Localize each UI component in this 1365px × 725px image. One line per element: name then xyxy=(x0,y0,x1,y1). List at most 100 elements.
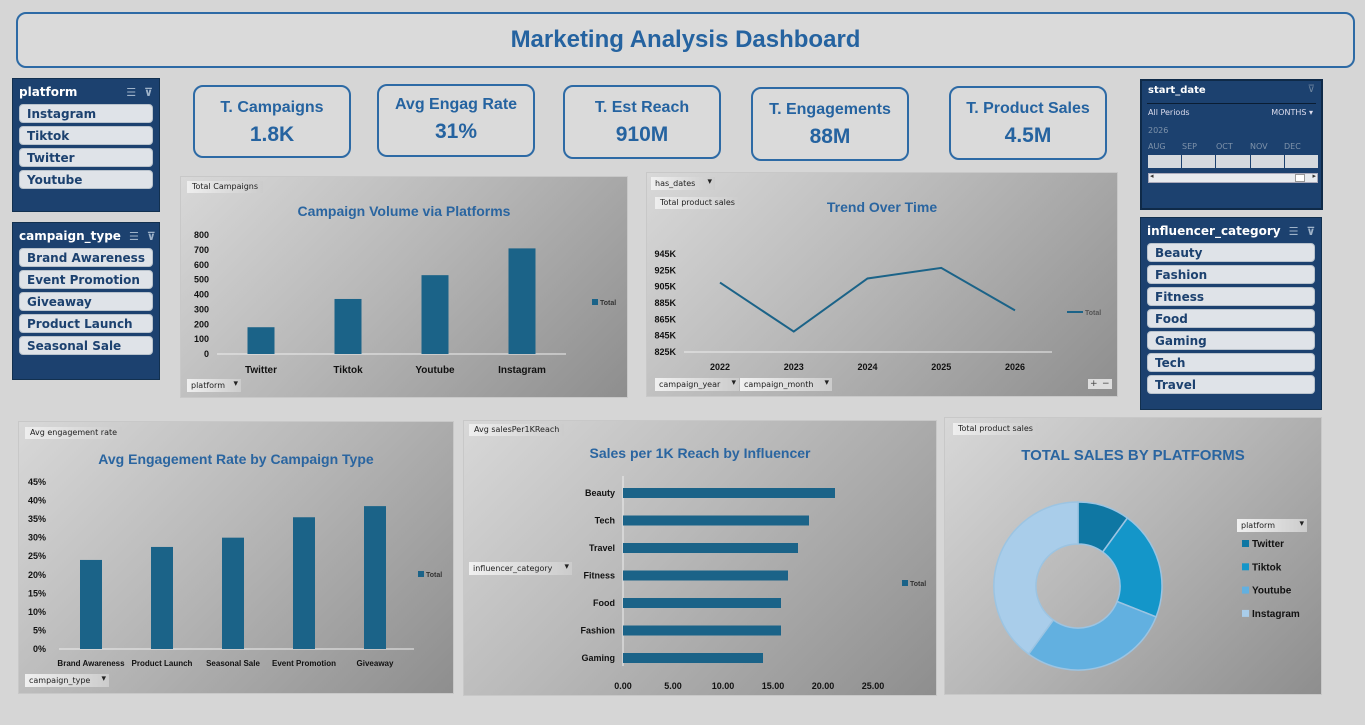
chart-title: Trend Over Time xyxy=(826,199,938,215)
multi-select-icon[interactable]: ☰ xyxy=(128,230,139,243)
x-tick-label: 15.00 xyxy=(762,681,785,691)
timeline-unit-dropdown[interactable]: MONTHS ▾ xyxy=(1271,108,1313,117)
slicer-item-beauty[interactable]: Beauty xyxy=(1147,243,1315,262)
bar-youtube xyxy=(421,275,449,354)
bar-tiktok xyxy=(334,298,362,354)
y-tick-label: 500 xyxy=(194,275,209,285)
y-tick-label: 35% xyxy=(28,514,46,524)
value-field-button[interactable]: Avg engagement rate xyxy=(25,427,123,439)
trend-over-time-chart[interactable]: 825K 845K 865K 885K 905K 925K 945K 2022 2023 2024… xyxy=(646,172,1118,397)
value-field-button[interactable]: Total Campaigns xyxy=(187,181,264,193)
platform-field-dropdown[interactable]: platform xyxy=(187,379,241,392)
x-tick-label: Brand Awareness xyxy=(57,659,125,668)
legend-label: Total xyxy=(426,572,442,579)
y-tick-label: 200 xyxy=(194,319,209,329)
y-tick-label: 0 xyxy=(204,349,209,359)
collapse-button[interactable]: − xyxy=(1100,379,1112,389)
slicer-item-food[interactable]: Food xyxy=(1147,309,1315,328)
clear-filter-icon[interactable]: ⊽ xyxy=(1307,84,1315,95)
chart-title: Avg Engagement Rate by Campaign Type xyxy=(98,451,374,467)
x-tick-label: Giveaway xyxy=(357,659,394,668)
y-tick-label: 10% xyxy=(28,607,46,617)
slicer-item-brand-awareness[interactable]: Brand Awareness xyxy=(19,248,153,267)
sales-per-reach-chart[interactable]: Beauty Tech Travel Fitness Food Fashion Gaming… xyxy=(463,420,937,696)
clear-filter-icon[interactable]: ⊽ xyxy=(1306,225,1316,238)
y-tick-label: 400 xyxy=(194,290,209,300)
campaign-type-field-dropdown[interactable]: campaign_type xyxy=(25,674,109,687)
x-tick-label: 2023 xyxy=(784,362,804,372)
clear-filter-icon[interactable]: ⊽ xyxy=(146,230,156,243)
y-tick-label: 5% xyxy=(33,625,46,635)
timeline-scrollbar[interactable]: ◂ ▸ xyxy=(1148,172,1318,183)
x-tick-label: Event Promotion xyxy=(272,659,336,668)
x-tick-label: Twitter xyxy=(245,365,277,376)
kpi-card-product-sales: T. Product Sales 4.5M xyxy=(949,86,1107,160)
bar-fashion xyxy=(623,625,781,636)
clear-filter-icon[interactable]: ⊽ xyxy=(144,86,153,99)
value-field-button[interactable]: Total product sales xyxy=(655,197,740,209)
y-tick-label: 40% xyxy=(28,496,46,506)
kpi-card-campaigns: T. Campaigns 1.8K xyxy=(193,85,351,158)
y-tick-label: Beauty xyxy=(585,488,615,498)
bar-travel xyxy=(623,543,798,553)
campaign-year-field-dropdown[interactable]: campaign_year xyxy=(655,378,739,391)
slicer-item-fashion[interactable]: Fashion xyxy=(1147,265,1315,284)
y-tick-label: 845K xyxy=(654,331,676,341)
chart-title: Sales per 1K Reach by Influencer xyxy=(589,445,811,461)
timeline-month: DEC xyxy=(1284,142,1301,151)
y-tick-label: 15% xyxy=(28,588,46,598)
x-tick-label: 25.00 xyxy=(862,681,885,691)
legend-label: Total xyxy=(1085,310,1101,317)
multi-select-icon[interactable]: ☰ xyxy=(1288,225,1299,238)
kpi-value: 88M xyxy=(809,125,851,148)
engagement-rate-plot: 0% 5% 10% 15% 20% 25% 30% 35% 40% 45% Brand Awaren… xyxy=(28,477,442,668)
timeline-month-bar[interactable] xyxy=(1148,155,1319,168)
slicer-item-fitness[interactable]: Fitness xyxy=(1147,287,1315,306)
value-field-button[interactable]: Total product sales xyxy=(953,423,1038,435)
slicer-item-giveaway[interactable]: Giveaway xyxy=(19,292,153,311)
slicer-title: platform xyxy=(19,85,78,99)
influencer-category-field-dropdown[interactable]: influencer_category xyxy=(469,562,572,575)
bar-event-promotion xyxy=(293,517,315,649)
slicer-item-tiktok[interactable]: Tiktok xyxy=(19,126,153,145)
legend-swatch xyxy=(902,580,908,586)
legend-label: Youtube xyxy=(1252,586,1292,597)
slicer-item-instagram[interactable]: Instagram xyxy=(19,104,153,123)
sales-donut-plot: Twitter Tiktok Youtube Instagram xyxy=(993,501,1300,671)
slicer-item-tech[interactable]: Tech xyxy=(1147,353,1315,372)
kpi-card-engagement-rate: Avg Engag Rate 31% xyxy=(377,84,535,157)
timeline-title: start_date xyxy=(1148,85,1206,96)
legend-label: Twitter xyxy=(1252,539,1284,550)
slicer-item-travel[interactable]: Travel xyxy=(1147,375,1315,394)
y-tick-label: Gaming xyxy=(581,653,615,663)
legend-swatch xyxy=(1242,609,1249,617)
legend-swatch xyxy=(1242,563,1249,571)
timeline-month: NOV xyxy=(1250,142,1268,151)
slicer-item-event-promotion[interactable]: Event Promotion xyxy=(19,270,153,289)
x-tick-label: 2025 xyxy=(931,362,951,372)
platform-field-dropdown[interactable]: platform xyxy=(1237,519,1307,532)
campaign-type-slicer: campaign_type ☰ ⊽ Brand Awareness Event Pr… xyxy=(12,222,160,380)
y-tick-label: 800 xyxy=(194,230,209,240)
bar-brand-awareness xyxy=(80,559,102,649)
legend-label: Instagram xyxy=(1252,609,1300,620)
y-tick-label: 925K xyxy=(654,265,676,275)
campaign-volume-chart[interactable]: 0 100 200 300 400 500 600 700 800 Twitter Tiktok Yo… xyxy=(180,176,628,398)
slicer-item-youtube[interactable]: Youtube xyxy=(19,170,153,189)
slicer-item-gaming[interactable]: Gaming xyxy=(1147,331,1315,350)
campaign-month-field-dropdown[interactable]: campaign_month xyxy=(740,378,832,391)
value-field-button[interactable]: Avg salesPer1KReach xyxy=(469,424,565,436)
kpi-label: T. Product Sales xyxy=(966,100,1090,117)
has-dates-filter-dropdown[interactable]: has_dates xyxy=(651,177,715,190)
timeline-period: All Periods xyxy=(1148,108,1190,117)
engagement-rate-chart[interactable]: 0% 5% 10% 15% 20% 25% 30% 35% 40% 45% Brand Awaren… xyxy=(18,421,454,694)
slicer-item-twitter[interactable]: Twitter xyxy=(19,148,153,167)
expand-button[interactable]: + xyxy=(1088,379,1100,389)
slicer-item-seasonal-sale[interactable]: Seasonal Sale xyxy=(19,336,153,355)
slicer-item-product-launch[interactable]: Product Launch xyxy=(19,314,153,333)
bar-product-launch xyxy=(151,546,173,649)
y-tick-label: 825K xyxy=(654,347,676,357)
multi-select-icon[interactable]: ☰ xyxy=(126,86,137,99)
sales-by-platform-chart[interactable]: Twitter Tiktok Youtube Instagram Total prod… xyxy=(944,417,1322,695)
start-date-timeline: start_date ⊽ All Periods MONTHS ▾ 2026 A… xyxy=(1140,79,1323,210)
